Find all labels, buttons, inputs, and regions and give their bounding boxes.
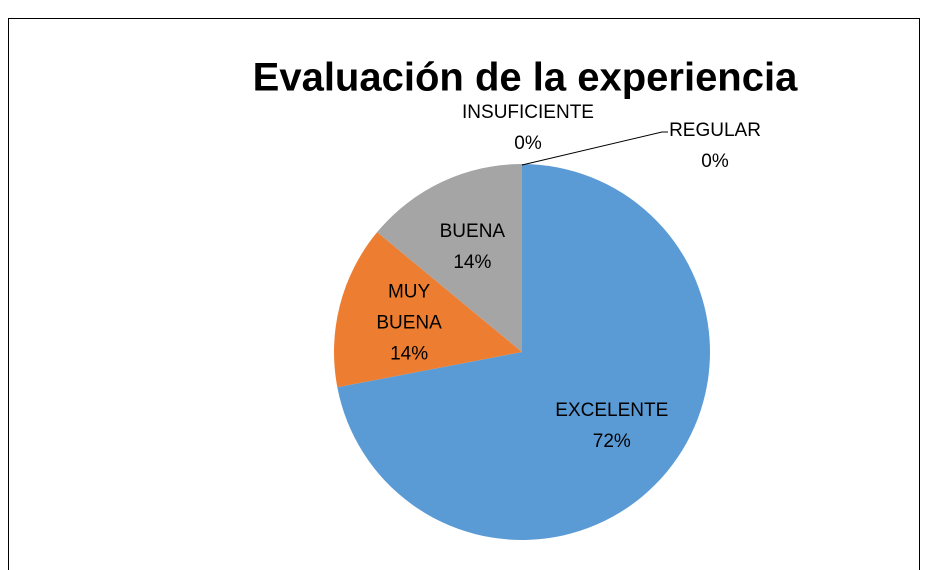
slice-category: INSUFICIENTE xyxy=(462,102,594,123)
data-label: MUY BUENA 14% xyxy=(364,277,454,370)
slice-value: 0% xyxy=(701,151,729,172)
slice-category: BUENA xyxy=(439,220,506,242)
slice-category: EXCELENTE xyxy=(555,400,669,422)
slice-value: 14% xyxy=(390,343,429,365)
data-label: REGULAR 0% xyxy=(669,115,761,177)
slice-category: MUY BUENA xyxy=(376,281,442,334)
pie-slice xyxy=(337,164,711,540)
slice-value: 72% xyxy=(592,431,631,453)
data-label: BUENA 14% xyxy=(440,216,505,278)
pie-slice xyxy=(377,164,522,352)
pie xyxy=(334,164,711,540)
slice-value: 14% xyxy=(453,251,492,273)
chart-title: Evaluación de la experiencia xyxy=(252,55,798,100)
slice-category: REGULAR xyxy=(669,120,761,141)
data-label: EXCELENTE 72% xyxy=(555,395,668,457)
slice-value: 0% xyxy=(514,133,542,154)
pie-slice xyxy=(334,232,522,388)
leader-line xyxy=(521,131,668,166)
data-label: INSUFICIENTE 0% xyxy=(462,97,594,159)
